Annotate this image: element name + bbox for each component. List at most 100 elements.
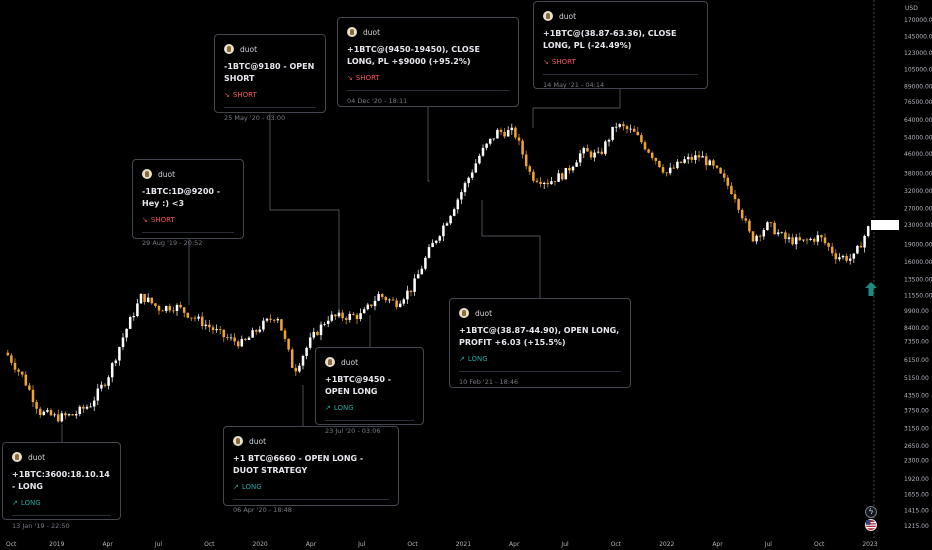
candle-body bbox=[215, 329, 218, 331]
candle-body bbox=[434, 240, 438, 243]
author-name[interactable]: duot bbox=[28, 452, 46, 462]
candle-body bbox=[67, 414, 71, 416]
arrow-up-right-icon: ↗ bbox=[233, 483, 239, 491]
price-tick-label: 1415.00 bbox=[904, 507, 929, 514]
price-tick-label: 1920.00 bbox=[904, 476, 929, 483]
candle-body bbox=[474, 163, 478, 173]
us-flag-icon[interactable] bbox=[865, 519, 877, 531]
direction-badge: ↗ LONG bbox=[233, 483, 262, 491]
idea-title[interactable]: +1BTC@(38.87-63.36), CLOSE LONG, PL (-24… bbox=[543, 29, 677, 50]
candle-body bbox=[456, 199, 460, 210]
arrow-down-right-icon: ↘ bbox=[142, 216, 148, 224]
price-tick-label: 1655.00 bbox=[904, 491, 929, 498]
idea-card[interactable]: duot +1 BTC@6660 - OPEN LONG - DUOT STRA… bbox=[223, 426, 399, 514]
candle-body bbox=[553, 181, 557, 182]
candle-body bbox=[578, 153, 582, 163]
idea-card[interactable]: duot +1BTC@9450 - OPEN LONG ↗ LONG 23 Jul… bbox=[315, 347, 424, 435]
candle-body bbox=[704, 156, 708, 166]
candle-body bbox=[863, 235, 866, 248]
candle-body bbox=[35, 402, 38, 409]
candle-body bbox=[719, 167, 722, 174]
idea-card[interactable]: duot +1BTC:3600:18.10.14 - LONG ↗ LONG 13… bbox=[2, 442, 121, 530]
lightning-icon[interactable]: ϟ bbox=[865, 506, 877, 518]
time-tick-label: Jul bbox=[154, 541, 163, 548]
candle-body bbox=[272, 319, 276, 321]
time-tick-label: Oct bbox=[814, 541, 825, 548]
time-tick-label: Oct bbox=[611, 541, 622, 548]
direction-badge: ↘ SHORT bbox=[347, 74, 380, 82]
candle-body bbox=[150, 297, 154, 304]
candle-body bbox=[344, 318, 348, 320]
idea-title[interactable]: +1 BTC@6660 - OPEN LONG - DUOT STRATEGY bbox=[233, 454, 364, 475]
candle-body bbox=[445, 223, 449, 226]
candle-body bbox=[575, 162, 578, 167]
price-tick-label: 27000.00 bbox=[904, 205, 932, 212]
candle-body bbox=[355, 314, 359, 320]
author-name[interactable]: duot bbox=[341, 357, 359, 367]
author-name[interactable]: duot bbox=[559, 11, 577, 21]
direction-badge: ↘ SHORT bbox=[224, 91, 257, 99]
candle-body bbox=[290, 349, 294, 368]
idea-title[interactable]: -1BTC:1D@9200 - Hey :) <3 bbox=[142, 187, 221, 208]
candle-body bbox=[560, 173, 564, 180]
price-tick-label: 23000.00 bbox=[904, 222, 932, 229]
idea-card[interactable]: duot -1BTC@9180 - OPEN SHORT ↘ SHORT 25 M… bbox=[214, 34, 326, 122]
candle-body bbox=[647, 149, 650, 153]
candle-body bbox=[737, 199, 740, 210]
time-tick-label: Oct bbox=[6, 541, 17, 548]
idea-date: 13 Jan '19 - 22:50 bbox=[12, 522, 70, 530]
candle-body bbox=[830, 246, 834, 254]
idea-title[interactable]: +1BTC@(9450-19450), CLOSE LONG, PL +$900… bbox=[347, 45, 480, 66]
divider bbox=[347, 90, 509, 91]
candle-body bbox=[676, 161, 679, 169]
candle-body bbox=[222, 329, 226, 338]
divider bbox=[224, 107, 316, 108]
candle-body bbox=[859, 245, 863, 248]
candle-body bbox=[798, 237, 802, 241]
candle-body bbox=[226, 337, 229, 339]
author-name[interactable]: duot bbox=[158, 169, 176, 179]
price-axis[interactable]: USD 1215.00 1415.00 1655.00 1920.00 2300.00 2… bbox=[904, 5, 932, 530]
candle-body bbox=[337, 312, 341, 317]
author-avatar bbox=[543, 11, 553, 21]
price-tick-label: 89000.00 bbox=[904, 83, 932, 90]
candle-body bbox=[269, 318, 272, 320]
candle-body bbox=[251, 330, 254, 338]
candle-body bbox=[726, 177, 730, 186]
idea-card[interactable]: duot +1BTC@(38.87-63.36), CLOSE LONG, PL… bbox=[533, 1, 708, 89]
author-name[interactable]: duot bbox=[240, 44, 258, 54]
author-name[interactable]: duot bbox=[249, 436, 267, 446]
idea-title[interactable]: +1BTC:3600:18.10.14 - LONG bbox=[12, 470, 110, 491]
price-tick-label: 32000.00 bbox=[904, 188, 932, 195]
idea-card[interactable]: duot +1BTC@(38.87-44.90), OPEN LONG, PRO… bbox=[449, 298, 631, 388]
idea-title[interactable]: +1BTC@(38.87-44.90), OPEN LONG, PROFIT +… bbox=[459, 326, 620, 347]
time-tick-label: 2020 bbox=[252, 541, 267, 548]
candle-body bbox=[89, 406, 92, 408]
idea-title[interactable]: -1BTC@9180 - OPEN SHORT bbox=[224, 62, 315, 83]
candle-body bbox=[416, 274, 420, 279]
candle-body bbox=[640, 135, 643, 143]
candle-body bbox=[208, 324, 211, 328]
price-tick-label: 105000.00 bbox=[904, 66, 932, 73]
candle-body bbox=[496, 129, 499, 139]
candle-body bbox=[769, 222, 773, 224]
candle-body bbox=[53, 414, 56, 416]
idea-card[interactable]: duot -1BTC:1D@9200 - Hey :) <3 ↘ SHORT 29… bbox=[132, 159, 244, 247]
arrow-up-right-icon: ↗ bbox=[325, 404, 331, 412]
candle-body bbox=[755, 235, 758, 242]
candle-body bbox=[96, 388, 100, 401]
idea-card[interactable]: duot +1BTC@(9450-19450), CLOSE LONG, PL … bbox=[337, 17, 519, 107]
arrow-up-icon[interactable] bbox=[865, 282, 877, 296]
candle-body bbox=[229, 337, 233, 339]
idea-title[interactable]: +1BTC@9450 - OPEN LONG bbox=[325, 375, 392, 396]
candle-body bbox=[161, 310, 164, 312]
author-name[interactable]: duot bbox=[363, 27, 381, 37]
author-name[interactable]: duot bbox=[475, 308, 493, 318]
candle-body bbox=[294, 367, 298, 372]
candle-body bbox=[182, 307, 186, 313]
time-axis[interactable]: Oct 2019 Apr Jul Oct 2020 Apr Jul Oct 2021 Apr Jul O… bbox=[6, 541, 878, 548]
candle-body bbox=[514, 127, 517, 138]
candle-body bbox=[794, 237, 798, 245]
